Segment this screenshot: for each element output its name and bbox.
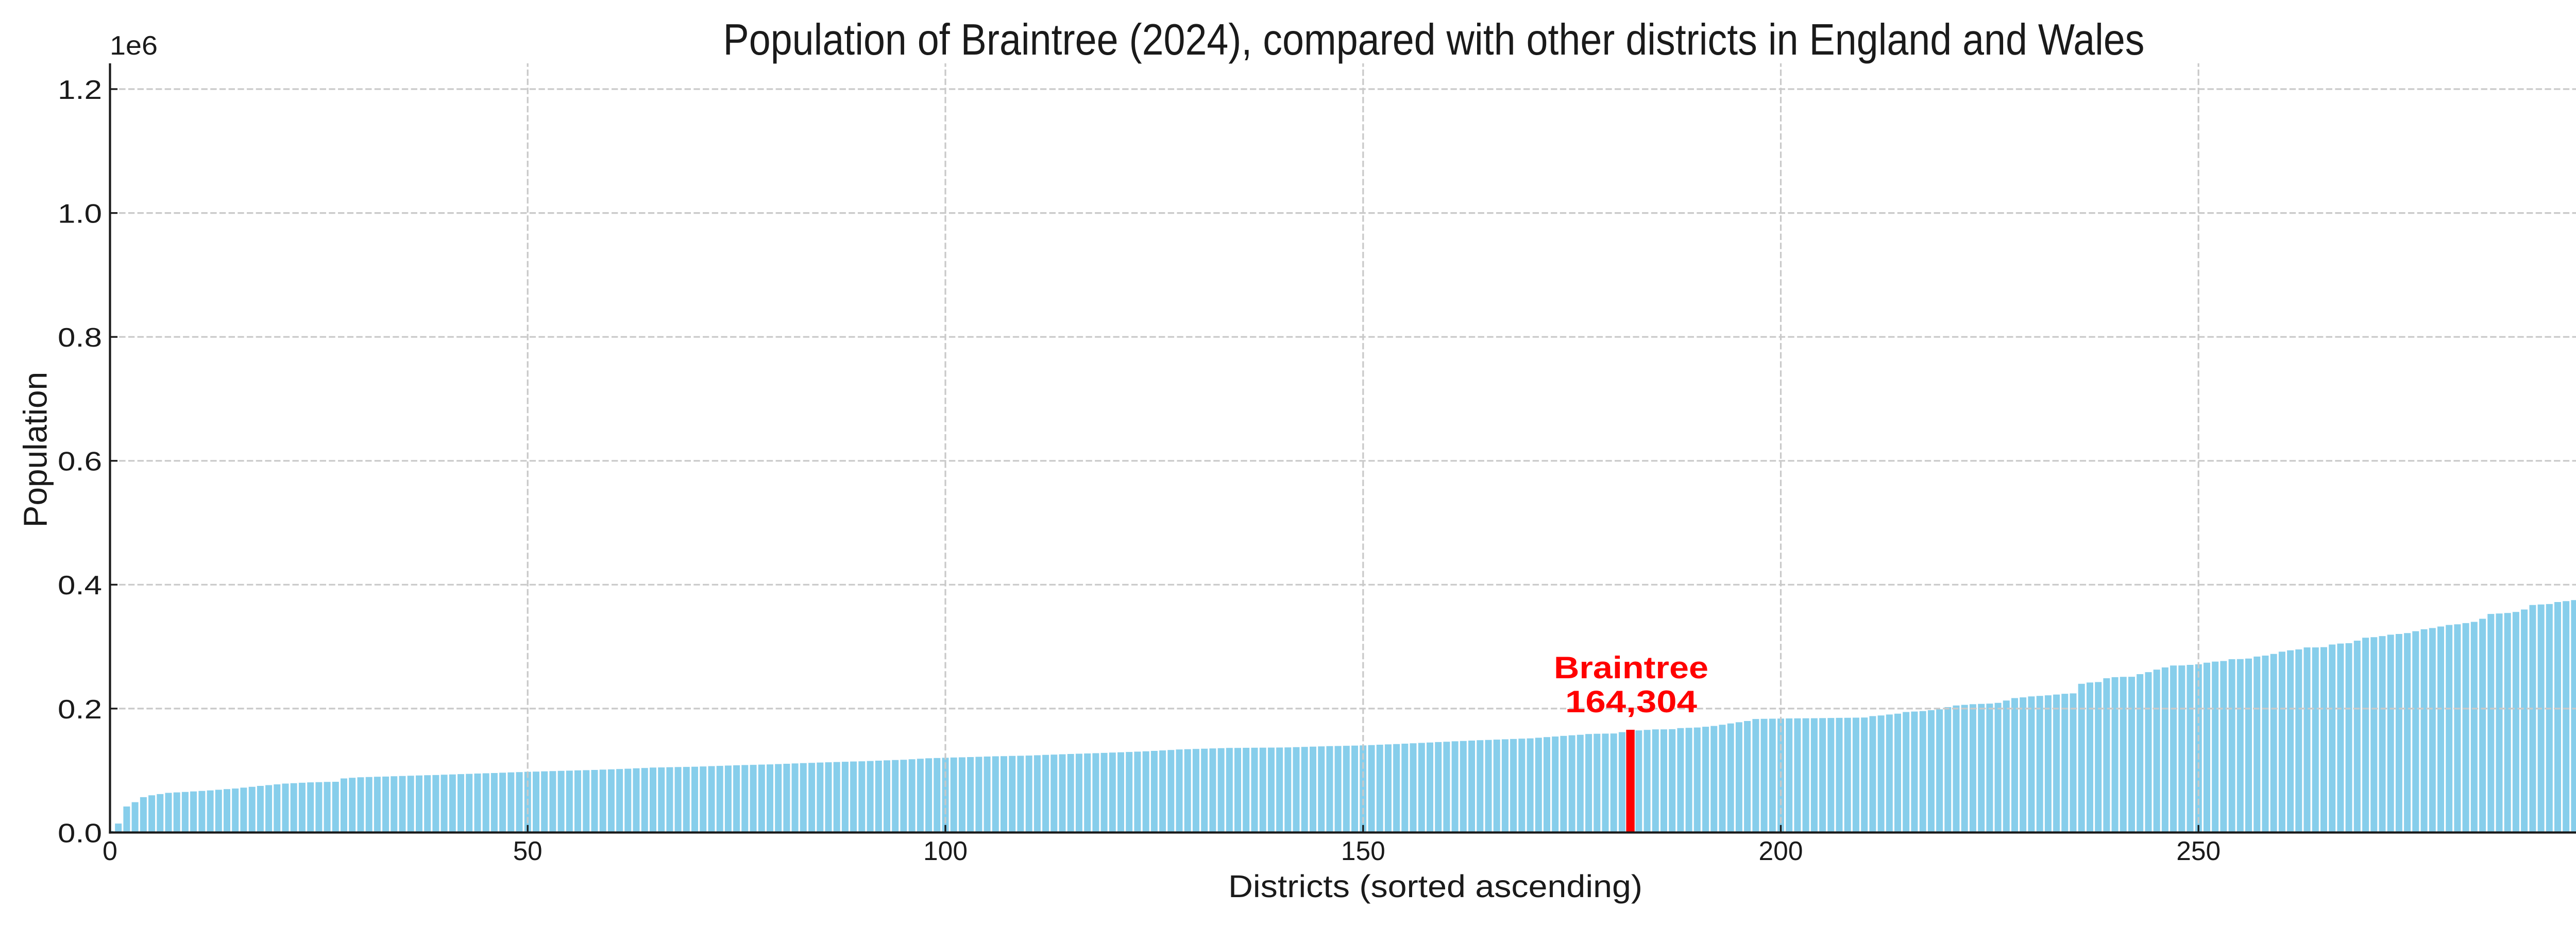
svg-text:1.0: 1.0	[58, 199, 102, 229]
svg-text:1e6: 1e6	[110, 31, 158, 61]
svg-text:Population of Braintree (2024): Population of Braintree (2024), compared…	[723, 15, 2145, 64]
svg-text:0.8: 0.8	[58, 323, 102, 353]
svg-text:0.0: 0.0	[58, 818, 102, 848]
svg-text:150: 150	[1341, 836, 1385, 866]
svg-text:0.4: 0.4	[58, 571, 102, 600]
svg-text:1.2: 1.2	[58, 75, 102, 105]
svg-text:Population: Population	[17, 372, 54, 527]
svg-text:100: 100	[923, 836, 968, 866]
svg-text:Districts (sorted ascending): Districts (sorted ascending)	[1228, 869, 1642, 904]
svg-text:0.2: 0.2	[58, 695, 102, 725]
svg-text:0.6: 0.6	[58, 447, 102, 477]
svg-text:164,304: 164,304	[1565, 684, 1697, 719]
svg-text:200: 200	[1759, 836, 1803, 866]
svg-text:0: 0	[103, 836, 117, 866]
svg-text:Braintree: Braintree	[1554, 650, 1708, 685]
svg-text:50: 50	[513, 836, 543, 866]
svg-text:250: 250	[2176, 836, 2221, 866]
